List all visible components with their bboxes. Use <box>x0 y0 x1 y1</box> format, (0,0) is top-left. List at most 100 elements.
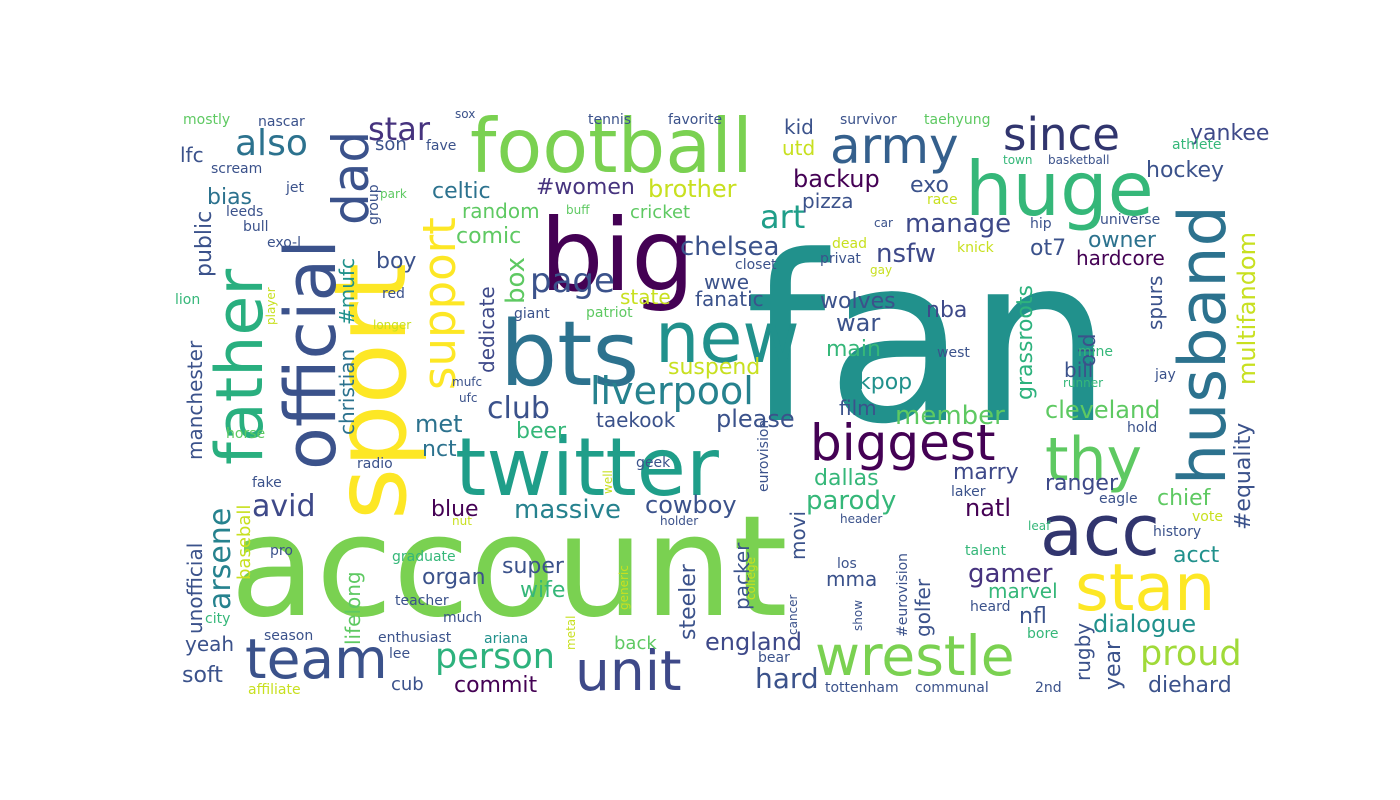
word-unit: unit <box>575 639 682 703</box>
word-pro: pro <box>270 543 293 559</box>
word-kpop: kpop <box>858 370 912 395</box>
word-holder: holder <box>660 514 698 528</box>
word-bear: bear <box>758 650 790 666</box>
word-ariana: ariana <box>484 631 528 647</box>
word-2nd: 2nd <box>1035 680 1062 696</box>
word-college: college <box>744 557 758 600</box>
word-teacher: teacher <box>395 593 449 609</box>
word-lion: lion <box>175 292 200 308</box>
word-generic: generic <box>617 565 631 610</box>
word-backup: backup <box>793 165 880 193</box>
word-tennis: tennis <box>588 112 631 128</box>
word-vote: vote <box>1192 509 1223 525</box>
word-enthusiast: enthusiast <box>378 630 452 646</box>
word-lee: lee <box>389 646 410 662</box>
word-scream: scream <box>211 161 262 177</box>
word-nfl: nfl <box>1019 604 1047 629</box>
word-jet: jet <box>285 180 305 196</box>
word-show: show <box>851 600 865 631</box>
word-leaf: leaf <box>1028 519 1051 533</box>
word-favorite: favorite <box>668 112 722 128</box>
word-support: support <box>413 217 466 390</box>
word-mine: mine <box>1078 344 1113 360</box>
word-proud: proud <box>1140 634 1242 674</box>
word-mostly: mostly <box>183 112 230 128</box>
word-giant: giant <box>514 306 550 322</box>
word-eurovision: #eurovision <box>895 553 911 637</box>
word-yeah: yeah <box>185 632 234 656</box>
word-year: year <box>1101 640 1126 690</box>
word-bts: bts <box>500 302 639 407</box>
word-mma: mma <box>826 567 877 591</box>
word-town: town <box>1003 153 1032 167</box>
word-person: person <box>435 637 555 677</box>
word-super: super <box>502 554 565 579</box>
word-met: met <box>415 410 463 438</box>
word-kid: kid <box>784 115 814 139</box>
word-avid: avid <box>252 489 316 524</box>
word-nut: nut <box>452 514 472 528</box>
word-baseball: baseball <box>234 505 255 580</box>
word-nsfw: nsfw <box>876 239 936 269</box>
word-survivor: survivor <box>840 112 897 128</box>
word-eagle: eagle <box>1099 491 1138 507</box>
word-cleveland: cleveland <box>1045 396 1160 424</box>
word-natl: natl <box>965 494 1011 522</box>
word-gay: gay <box>870 263 892 277</box>
word-huge: huge <box>965 145 1154 233</box>
word-lfc: lfc <box>180 143 204 167</box>
word-main: main <box>826 337 881 362</box>
word-movi: movi <box>786 511 810 560</box>
word-mufc: #mufc <box>335 258 359 325</box>
word-biggest: biggest <box>810 414 996 472</box>
word-sport: sport <box>312 263 429 520</box>
word-film: film <box>839 396 877 420</box>
word-laker: laker <box>951 484 986 500</box>
word-old: old <box>1076 333 1101 367</box>
word-leeds: leeds <box>226 204 263 220</box>
word-nct: nct <box>422 437 457 462</box>
word-race: race <box>927 192 958 208</box>
word-celtic: celtic <box>432 179 491 204</box>
word-page: page <box>530 261 615 301</box>
word-big: big <box>540 197 695 314</box>
word-group: group <box>366 184 382 225</box>
word-packer: packer <box>730 542 754 610</box>
word-organ: organ <box>422 565 486 590</box>
word-arsene: arsene <box>203 508 238 610</box>
word-father: father <box>203 269 278 465</box>
word-twitter: twitter <box>455 421 719 514</box>
word-marry: marry <box>953 460 1019 485</box>
word-nascar: nascar <box>258 114 305 130</box>
word-knick: knick <box>957 240 995 256</box>
word-multifandom: multifandom <box>1233 232 1261 385</box>
word-tottenham: tottenham <box>825 680 899 696</box>
word-parody: parody <box>806 486 896 516</box>
word-hard: hard <box>755 662 819 695</box>
word-suspend: suspend <box>668 355 760 380</box>
word-exo: exo <box>910 173 949 198</box>
word-taekook: taekook <box>596 408 676 432</box>
word-ranger: ranger <box>1045 471 1119 496</box>
word-war: war <box>836 309 880 337</box>
word-cancer: cancer <box>786 594 800 635</box>
word-well: well <box>601 470 615 494</box>
word-team: team <box>245 627 388 691</box>
word-geek: geek <box>636 455 671 471</box>
word-longer: longer <box>373 318 411 332</box>
word-privat: privat <box>820 251 861 267</box>
word-equality: #equality <box>1231 423 1256 530</box>
word-dad: dad <box>322 131 380 225</box>
word-horse: horse <box>226 426 265 442</box>
word-radio: radio <box>357 456 393 472</box>
word-unofficial: unofficial <box>183 543 207 634</box>
word-massive: massive <box>514 495 621 525</box>
word-acct: acct <box>1173 543 1220 568</box>
word-back: back <box>614 633 657 654</box>
word-talent: talent <box>965 543 1006 559</box>
word-hip: hip <box>1030 216 1052 232</box>
word-fan: fan <box>745 208 1113 475</box>
word-club: club <box>487 391 550 426</box>
word-blue: blue <box>431 497 479 522</box>
